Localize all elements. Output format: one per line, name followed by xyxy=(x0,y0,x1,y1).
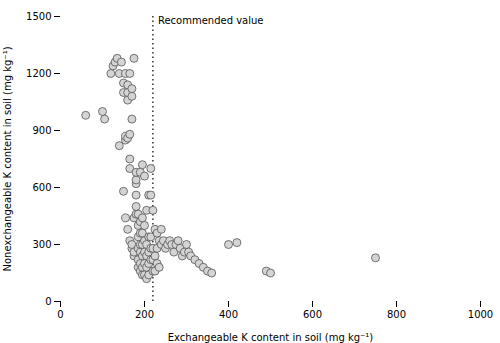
svg-text:1500: 1500 xyxy=(26,11,51,22)
svg-text:1000: 1000 xyxy=(468,309,493,320)
svg-text:Nonexchangeable K content in s: Nonexchangeable K content in soil (mg kg… xyxy=(2,46,13,271)
svg-text:300: 300 xyxy=(32,239,51,250)
svg-text:400: 400 xyxy=(219,309,238,320)
svg-text:0: 0 xyxy=(45,296,51,307)
svg-text:0: 0 xyxy=(57,309,63,320)
svg-text:Exchangeable K content in soil: Exchangeable K content in soil (mg kg⁻¹) xyxy=(168,332,374,343)
svg-text:200: 200 xyxy=(135,309,154,320)
svg-text:1200: 1200 xyxy=(26,68,51,79)
svg-text:Recommended value: Recommended value xyxy=(158,15,264,26)
svg-text:800: 800 xyxy=(387,309,406,320)
svg-text:600: 600 xyxy=(32,182,51,193)
svg-text:900: 900 xyxy=(32,125,51,136)
svg-text:600: 600 xyxy=(303,309,322,320)
